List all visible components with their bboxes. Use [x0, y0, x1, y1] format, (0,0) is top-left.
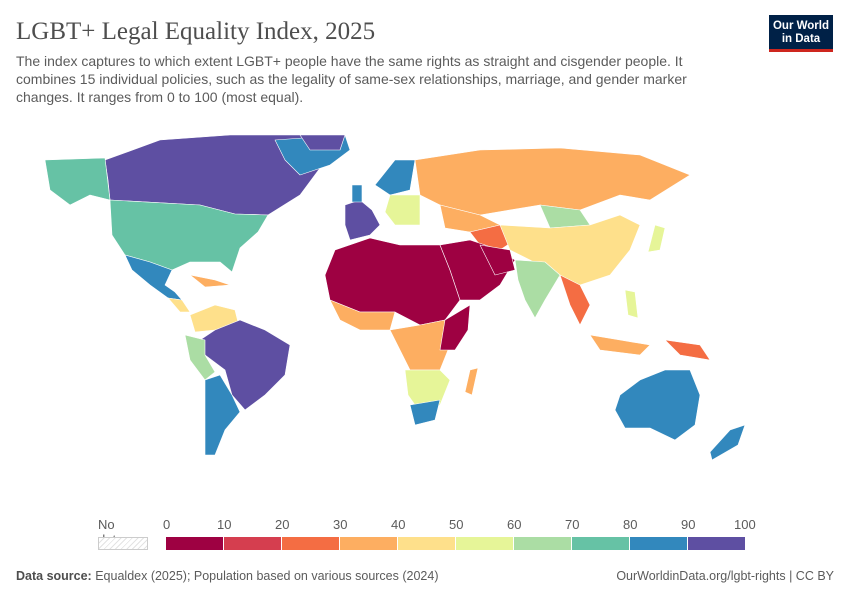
chart-subtitle: The index captures to which extent LGBT+… — [16, 53, 687, 105]
region-europe-east[interactable] — [384, 194, 421, 226]
region-caribbean[interactable] — [189, 274, 231, 288]
region-east-africa[interactable] — [439, 304, 471, 351]
legend-bin-60-70[interactable] — [514, 537, 572, 550]
legend-tick: 60 — [507, 517, 522, 532]
region-central-america[interactable] — [167, 297, 191, 313]
region-russia[interactable] — [414, 147, 691, 216]
legend-tick: 40 — [391, 517, 406, 532]
legend-tick: 70 — [565, 517, 580, 532]
region-philippines[interactable] — [624, 289, 639, 319]
region-scandinavia[interactable] — [374, 159, 416, 196]
legend-bin-10-20[interactable] — [224, 537, 282, 550]
chart-title: LGBT+ Legal Equality Index, 2025 — [16, 18, 376, 45]
region-madagascar[interactable] — [464, 367, 479, 396]
world-map[interactable] — [0, 125, 850, 470]
legend-tick: 80 — [623, 517, 638, 532]
region-europe-west[interactable] — [344, 199, 381, 241]
legend-bin-30-40[interactable] — [340, 537, 398, 550]
legend-bin-50-60[interactable] — [456, 537, 514, 550]
legend-bin-70-80[interactable] — [572, 537, 630, 550]
region-south-africa[interactable] — [409, 399, 441, 426]
legend-tick: 100 — [734, 517, 756, 532]
region-iran[interactable] — [479, 244, 516, 276]
legend-bin-80-90[interactable] — [630, 537, 688, 550]
legend-tick: 50 — [449, 517, 464, 532]
region-australia[interactable] — [614, 369, 701, 441]
region-japan[interactable] — [647, 224, 666, 253]
region-china[interactable] — [499, 214, 641, 286]
no-data-swatch[interactable] — [98, 537, 148, 550]
region-indonesia[interactable] — [589, 334, 651, 356]
legend-tick: 30 — [333, 517, 348, 532]
region-india[interactable] — [514, 259, 561, 319]
region-papua[interactable] — [664, 339, 711, 361]
region-new-zealand[interactable] — [709, 424, 746, 461]
region-central-africa[interactable] — [389, 319, 451, 371]
region-uk[interactable] — [351, 184, 363, 203]
region-greenland-cap[interactable] — [299, 134, 346, 151]
legend-bin-0-10[interactable] — [166, 537, 224, 550]
region-argentina-chile[interactable] — [204, 374, 241, 456]
data-source: Data source: Equaldex (2025); Population… — [16, 569, 439, 583]
legend-bin-90-100[interactable] — [688, 537, 746, 550]
region-peru[interactable] — [184, 334, 216, 381]
legend-tick: 10 — [217, 517, 232, 532]
legend-bin-40-50[interactable] — [398, 537, 456, 550]
region-alaska[interactable] — [44, 157, 111, 206]
legend-tick: 20 — [275, 517, 290, 532]
owid-logo[interactable]: Our World in Data — [769, 15, 833, 52]
legend-tick: 90 — [681, 517, 696, 532]
legend-tick: 0 — [163, 517, 171, 532]
legend-bin-20-30[interactable] — [282, 537, 340, 550]
source-url-link[interactable]: OurWorldinData.org/lgbt-rights | CC BY — [616, 569, 834, 583]
region-southeast-asia[interactable] — [559, 274, 591, 326]
region-mexico[interactable] — [124, 254, 183, 301]
